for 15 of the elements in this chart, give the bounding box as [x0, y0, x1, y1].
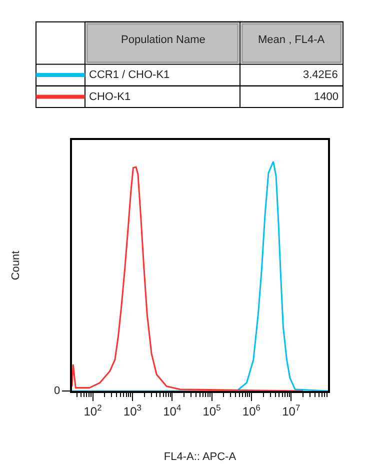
- text: Population Name: [121, 34, 206, 46]
- text: Mean , FL4-A: [258, 34, 326, 46]
- x-axis-title: FL4-A:: APC-A: [164, 451, 237, 464]
- text: 1400: [314, 91, 338, 103]
- x-tick-label: 10$^{7}$: [282, 402, 300, 418]
- x-tick-label: 10$^{3}$: [123, 402, 142, 418]
- legend-label: CCR1 / CHO-K1: [89, 69, 170, 81]
- legend-label: CHO-K1: [89, 91, 131, 103]
- x-tick-label: 10$^{6}$: [242, 402, 261, 418]
- x-tick-label: 10$^{5}$: [202, 402, 222, 418]
- text: 3.42E6: [303, 69, 338, 81]
- x-tick-label: 10$^{4}$: [163, 402, 182, 418]
- text: 0: [54, 385, 60, 397]
- y-axis-title: Count: [10, 250, 22, 280]
- x-tick-label: 10$^{2}$: [84, 402, 102, 418]
